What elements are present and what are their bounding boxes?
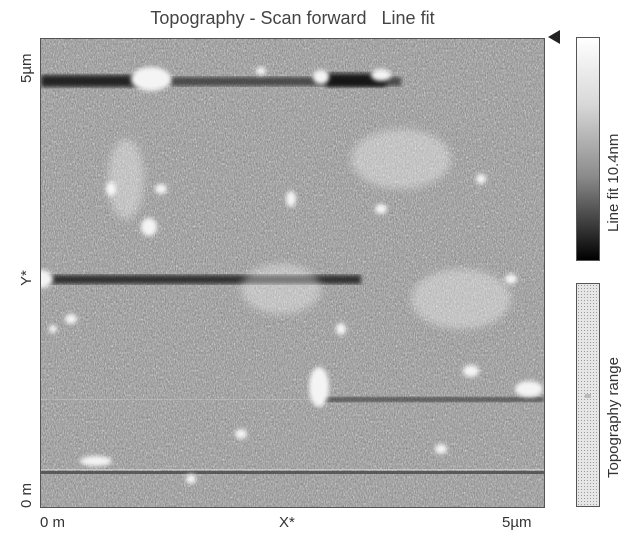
range-indicator — [585, 394, 591, 398]
colorbar-label: Line fit 10.4nm — [605, 133, 622, 232]
y-axis-title: Y* — [18, 270, 35, 286]
x-axis-min-label: 0 m — [40, 514, 66, 531]
triangle-left-icon[interactable] — [548, 30, 560, 44]
y-axis-min-label: 0 m — [18, 482, 35, 508]
colorbar — [576, 37, 600, 261]
topography-range-bar — [576, 283, 600, 507]
image-title: Topography - Scan forward Line fit — [150, 8, 435, 28]
x-axis-max-label: 5µm — [502, 514, 532, 531]
x-axis-title: X* — [279, 514, 295, 531]
range-bar-label: Topography range — [605, 357, 622, 478]
topography-image — [40, 38, 545, 508]
y-axis-max-label: 5µm — [18, 53, 35, 83]
